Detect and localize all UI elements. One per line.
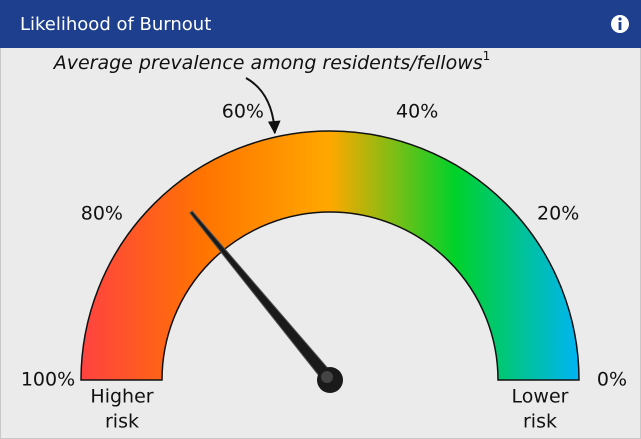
right-label: Lower	[512, 386, 569, 408]
header-bar	[0, 0, 641, 48]
info-icon[interactable]	[611, 15, 629, 33]
tick-label: 40%	[396, 100, 438, 122]
tick-label: 80%	[81, 203, 123, 225]
left-label: risk	[105, 411, 139, 433]
panel-title: Likelihood of Burnout	[20, 14, 211, 35]
needle-hub-highlight	[321, 371, 333, 383]
left-label: Higher	[90, 386, 153, 408]
tick-label: 20%	[537, 203, 579, 225]
tick-label: 60%	[222, 100, 264, 122]
footnote-marker: 1	[483, 49, 491, 63]
gauge-arc	[80, 130, 580, 381]
right-label: risk	[523, 411, 557, 433]
annotation: Average prevalence among residents/fello…	[52, 49, 491, 74]
annotation-arrowhead	[268, 120, 281, 135]
tick-label: 0%	[597, 369, 627, 391]
annotation-text: Average prevalence among residents/fello…	[52, 52, 483, 74]
tick-label: 100%	[21, 369, 75, 391]
